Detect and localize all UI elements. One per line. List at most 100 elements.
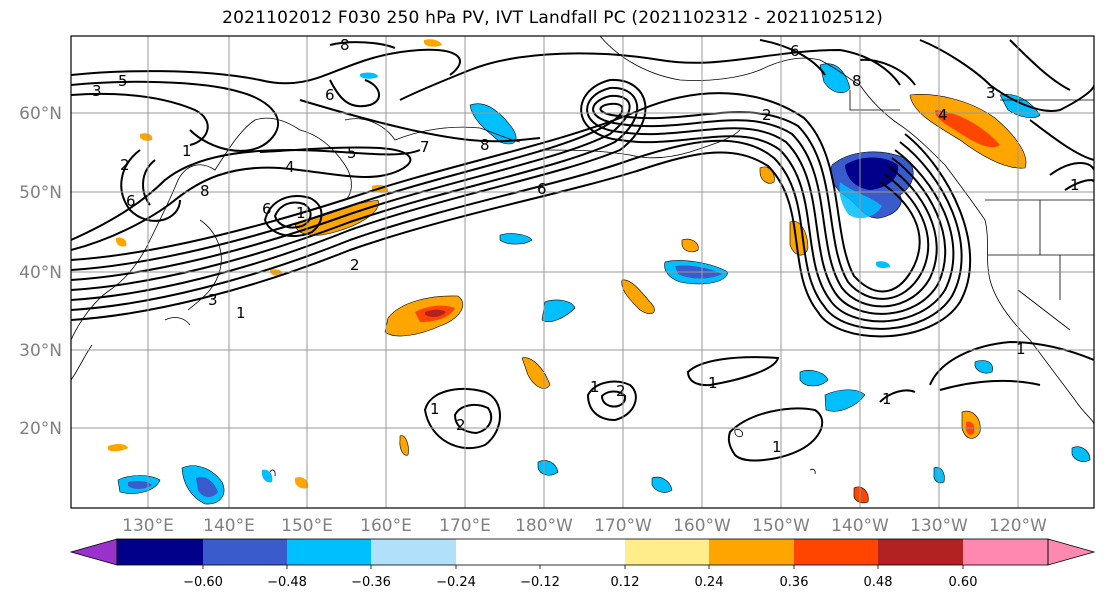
contour-label: 1	[182, 142, 192, 160]
contour-label: 4	[285, 158, 295, 176]
contour-line	[71, 94, 938, 308]
colorbar-segment	[794, 539, 878, 565]
latitude-labels: 60°N 50°N 40°N 30°N 20°N	[19, 104, 62, 439]
contour-line	[71, 139, 963, 330]
contour-label: 2	[120, 156, 130, 174]
shade-negative-region	[541, 299, 576, 322]
contour-line	[329, 79, 380, 108]
colorbar-tick-label: −0.60	[183, 575, 223, 590]
lon-label: 120°W	[989, 516, 1047, 536]
longitude-labels: 130°E 140°E 150°E 160°E 170°E 180°W 170°…	[122, 516, 1047, 536]
contour-line	[71, 92, 209, 146]
map-content: 8 6 5 3 6 2 8 4 6 5 7 8 6 4 2 1 3 1 1 1 …	[71, 36, 1094, 508]
lon-label: 150°E	[281, 516, 333, 536]
colorbar-tick-label: 0.12	[611, 575, 640, 590]
contour-line	[71, 48, 461, 85]
contour-label-layer: 8 6 5 3 6 2 8 4 6 5 7 8 6 4 2 1 3 1 1 1 …	[92, 36, 1080, 456]
contour-line	[929, 340, 1094, 386]
contour-label: 2	[762, 106, 772, 124]
shade-positive-region	[853, 486, 869, 504]
lon-label: 140°E	[203, 516, 255, 536]
shade-positive-region	[521, 357, 551, 389]
contour-line	[759, 39, 826, 76]
contour-label: 2	[456, 416, 466, 434]
contour-label: 1	[590, 378, 600, 396]
contour-label: 1	[772, 438, 782, 456]
contour-label: 1	[236, 304, 246, 322]
colorbar-tick-label: −0.12	[520, 575, 560, 590]
coastline	[71, 117, 301, 341]
coastline	[539, 129, 741, 159]
contour-line	[423, 388, 501, 450]
shade-positive-region	[621, 279, 655, 314]
contour-label: 2	[350, 256, 360, 274]
contour-line	[120, 149, 181, 222]
shade-negative-region	[845, 157, 899, 190]
colorbar: −0.60 −0.48 −0.36 −0.24 −0.12 0.12 0.24 …	[69, 538, 1096, 590]
colorbar-segment	[117, 539, 203, 565]
shade-negative-region	[1071, 446, 1091, 462]
colorbar-tick-label: −0.36	[351, 575, 391, 590]
contour-line	[71, 102, 930, 300]
lon-label: 160°E	[360, 516, 412, 536]
contour-label: 8	[200, 182, 210, 200]
contour-line	[859, 58, 916, 86]
contour-label: 6	[262, 200, 272, 218]
coastline	[394, 126, 521, 143]
shade-negative-region	[824, 389, 866, 412]
contour-label: 7	[420, 138, 430, 156]
coastline	[344, 118, 396, 141]
shade-positive-region	[295, 477, 309, 489]
contour-label: 5	[347, 144, 357, 162]
coastline	[599, 36, 861, 86]
contour-line	[299, 99, 541, 143]
border	[849, 90, 900, 111]
contour-label: 8	[340, 36, 350, 54]
contour-label: 1	[882, 390, 892, 408]
contour-line	[727, 407, 824, 462]
contour-label: 3	[92, 82, 102, 100]
contour-label: 3	[208, 291, 218, 309]
contour-line	[399, 48, 901, 101]
contour-line	[1009, 39, 1071, 91]
colorbar-segment	[456, 539, 540, 565]
colorbar-segment	[540, 539, 625, 565]
lon-label: 160°W	[673, 516, 731, 536]
shade-negative-region	[196, 476, 218, 498]
shade-negative-region	[537, 460, 559, 476]
contour-label: 1	[1016, 340, 1026, 358]
contour-label: 6	[126, 192, 136, 210]
contour-line	[1049, 162, 1094, 176]
contour-label: 6	[325, 86, 335, 104]
shade-negative-region	[128, 481, 152, 489]
graticule	[71, 36, 1094, 508]
colorbar-segment	[878, 539, 963, 565]
coastline	[71, 344, 93, 381]
lat-label: 40°N	[19, 263, 62, 283]
lat-label: 30°N	[19, 341, 62, 361]
colorbar-tick-label: −0.24	[436, 575, 476, 590]
contour-label: 1	[296, 204, 306, 222]
contour-label: 8	[852, 72, 862, 90]
shade-negative-region	[799, 370, 829, 387]
contour-label: 1	[1070, 176, 1080, 194]
contour-label: 2	[616, 382, 626, 400]
contour-layer	[71, 39, 1094, 462]
island	[734, 429, 743, 438]
shade-positive-region	[935, 110, 1000, 148]
colorbar-segment	[203, 539, 287, 565]
lat-label: 60°N	[19, 104, 62, 124]
contour-line	[273, 201, 312, 229]
shade-negative-region	[262, 469, 273, 483]
shade-positive-region	[116, 237, 127, 247]
shade-positive-region	[270, 269, 283, 276]
lat-label: 50°N	[19, 183, 62, 203]
shade-positive-region	[425, 309, 446, 317]
contour-line	[939, 379, 1041, 391]
lon-label: 140°W	[831, 516, 889, 536]
coastline	[164, 317, 191, 326]
shade-negative-region	[651, 476, 673, 493]
colorbar-tick-label: 0.24	[695, 575, 724, 590]
coastline	[187, 219, 222, 311]
shade-negative-region	[974, 360, 993, 374]
